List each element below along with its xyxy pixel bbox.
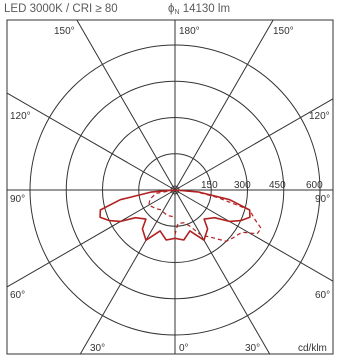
flux-subscript: N [174, 9, 180, 16]
grid-spoke-330 [79, 189, 176, 355]
grid-spoke-300 [6, 189, 176, 288]
series-dashed-curve [148, 189, 262, 242]
series-solid-curve [99, 189, 251, 241]
plot-frame [6, 19, 334, 355]
chart-header: LED 3000K / CRI ≥ 80 ϕN 14130 lm [4, 3, 336, 19]
angle-label-150-right: 150° [273, 26, 294, 37]
grid-spoke-30 [174, 189, 271, 355]
radial-tick-label-150: 150 [201, 180, 218, 191]
angle-label-180: 180° [179, 26, 200, 37]
grid-spoke-150 [174, 19, 274, 191]
radial-tick-label-450: 450 [269, 180, 286, 191]
angle-label-30-left: 30° [90, 343, 105, 354]
chart-labels: 150° 180° 150° 120° 120° 90° 90° 60° 60°… [10, 26, 330, 354]
grid-spoke-240 [6, 92, 176, 191]
grid-spoke-60 [174, 189, 334, 282]
angle-label-120-left: 120° [10, 111, 31, 122]
flux-value: 14130 lm [182, 3, 231, 15]
angle-label-90-left: 90° [10, 194, 25, 205]
radial-tick-label-300: 300 [234, 180, 251, 191]
angle-label-0: 0° [179, 343, 189, 354]
angle-label-60-left: 60° [10, 290, 25, 301]
data-series [99, 189, 262, 242]
angle-label-150-left: 150° [54, 26, 75, 37]
angle-label-90-right: 90° [315, 194, 330, 205]
luminous-flux-label: ϕN 14130 lm [168, 3, 230, 16]
grid-spoke-210 [76, 19, 176, 191]
angle-label-30-right: 30° [245, 343, 260, 354]
grid-spoke-120 [174, 98, 334, 191]
lamp-spec-label: LED 3000K / CRI ≥ 80 [4, 3, 118, 15]
radial-tick-label-600: 600 [306, 180, 323, 191]
unit-label: cd/klm [298, 343, 327, 354]
flux-symbol: ϕ [168, 3, 175, 15]
angle-label-120-right: 120° [309, 111, 330, 122]
angle-label-60-right: 60° [315, 290, 330, 301]
